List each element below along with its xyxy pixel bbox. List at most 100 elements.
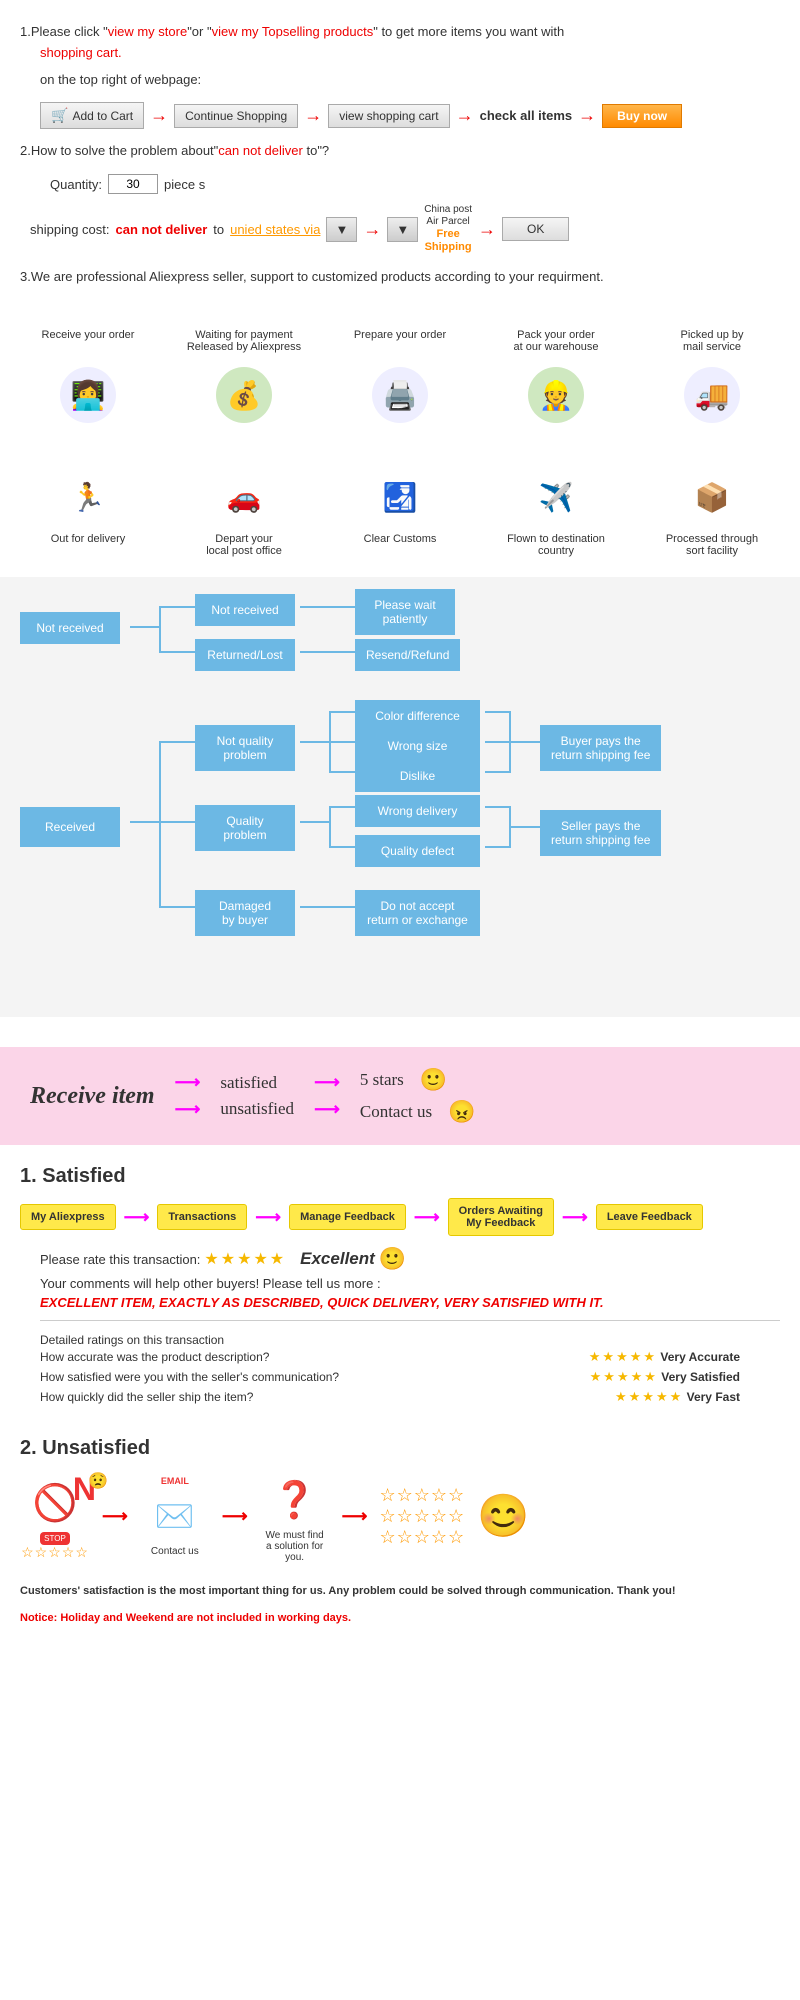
process-step: Picked up by mail service🚚 [647, 329, 777, 431]
arrow-icon: ⟶ [255, 1207, 281, 1228]
dropdown-2[interactable]: ▼ [387, 217, 418, 242]
feedback-step-pill[interactable]: My Aliexpress [20, 1204, 116, 1230]
arrow-icon: ⟶ [314, 1099, 340, 1120]
flow-nr-returned: Returned/Lost [195, 639, 295, 671]
feedback-step-pill[interactable]: Manage Feedback [289, 1204, 406, 1230]
banner-arrows-1: ⟶ ⟶ [175, 1072, 201, 1120]
banner-arrows-2: ⟶ ⟶ [314, 1072, 340, 1120]
footer-notice: Notice: Holiday and Weekend are not incl… [20, 1610, 780, 1627]
rating-stars-icon: ☆☆☆☆☆ [20, 1544, 90, 1561]
flow-nr-nr: Not received [195, 594, 295, 626]
detail-ratings-header: Detailed ratings on this transaction [40, 1333, 780, 1347]
arrow-icon: → [150, 105, 168, 126]
arrow-icon: ⟶ [102, 1506, 128, 1527]
process-step: Prepare your order🖨️ [335, 329, 465, 431]
flow-wrong-del: Wrong delivery [355, 795, 480, 827]
cannot-deliver-text: can not deliver [218, 143, 303, 158]
detail-ratings-list: How accurate was the product description… [40, 1347, 740, 1407]
feedback-step-pill[interactable]: Transactions [157, 1204, 247, 1230]
receive-item-banner: Receive item ⟶ ⟶ satisfied unsatisfied ⟶… [0, 1047, 800, 1145]
arrow-icon: ⟶ [175, 1072, 201, 1093]
intro-mid: "or " [187, 24, 211, 39]
five-star-result: ☆☆☆☆☆ ☆☆☆☆☆ ☆☆☆☆☆ [379, 1485, 465, 1548]
intro-prefix: 1.Please click " [20, 24, 108, 39]
big-smile-icon: 😊 [477, 1492, 529, 1541]
link-view-store[interactable]: view my store [108, 24, 187, 39]
flow-wait: Please wait patiently [355, 589, 455, 635]
pieces-label: piece s [164, 177, 205, 192]
stop-sign-icon: STOP [40, 1532, 70, 1545]
cart-icon: 🛒 [51, 107, 68, 124]
flow-wrong-size: Wrong size [355, 730, 480, 762]
question-mark-icon: ❓ [272, 1479, 317, 1521]
flow-received: Received [20, 807, 120, 847]
receive-item-title: Receive item [30, 1083, 155, 1110]
arrow-icon: ⟶ [562, 1207, 588, 1228]
intro-subtext: on the top right of webpage: [20, 70, 780, 91]
process-step: Receive your order👩‍💻 [23, 329, 153, 431]
professional-seller-text: 3.We are professional Aliexpress seller,… [20, 267, 780, 288]
arrow-icon: ⟶ [342, 1506, 368, 1527]
buy-now-button[interactable]: Buy now [602, 104, 682, 128]
arrow-icon: → [578, 105, 596, 126]
rate-transaction-row: Please rate this transaction: ★★★★★ Exce… [40, 1246, 780, 1272]
intro-text: 1.Please click "view my store"or "view m… [20, 22, 780, 90]
prohibition-icon: 🚫 [33, 1482, 78, 1524]
feedback-step-pill[interactable]: Leave Feedback [596, 1204, 703, 1230]
unsatisfied-flow: 🚫 N😟 STOP ☆☆☆☆☆ ⟶ EMAIL ✉️ Contact us ⟶ … [20, 1470, 780, 1563]
ok-button[interactable]: OK [502, 217, 569, 241]
comments-prompt: Your comments will help other buyers! Pl… [40, 1276, 780, 1291]
arrow-icon: → [456, 105, 474, 126]
arrow-icon: ⟶ [314, 1072, 340, 1093]
happy-face-icon: 🙂 [379, 1246, 406, 1272]
link-topselling[interactable]: view my Topselling products [212, 24, 374, 39]
dropdown-via[interactable]: ▼ [326, 217, 357, 242]
process-step: 🚗Depart your local post office [179, 461, 309, 557]
quantity-row: Quantity: piece s [50, 174, 780, 194]
rating-row: How quickly did the seller ship the item… [40, 1387, 740, 1407]
happy-face-icon: 🙂 [420, 1067, 447, 1093]
satisfied-header: 1. Satisfied [20, 1165, 780, 1188]
order-process-diagram: Receive your order👩‍💻Waiting for payment… [0, 309, 800, 577]
flow-resend: Resend/Refund [355, 639, 460, 671]
feedback-pill-row: My Aliexpress ⟶ Transactions ⟶ Manage Feedba… [20, 1198, 780, 1236]
feedback-step-pill[interactable]: Orders Awaiting My Feedback [448, 1198, 554, 1236]
arrow-icon: → [478, 219, 496, 240]
deliver-problem-text: 2.How to solve the problem about"can not… [20, 141, 780, 162]
satisfied-label: satisfied [220, 1073, 294, 1093]
excellent-label: Excellent [300, 1249, 375, 1269]
angry-face-icon: 😠 [448, 1099, 475, 1125]
arrow-icon: → [304, 105, 322, 126]
shipping-row: shipping cost:can not deliver to unied s… [30, 204, 780, 254]
shopping-cart-link[interactable]: shopping cart. [20, 45, 122, 60]
quantity-input[interactable] [108, 174, 158, 194]
process-step: 🛃Clear Customs [335, 461, 465, 557]
unsatisfied-section: 2. Unsatisfied 🚫 N😟 STOP ☆☆☆☆☆ ⟶ EMAIL ✉… [0, 1417, 800, 1636]
add-to-cart-button[interactable]: 🛒Add to Cart [40, 102, 144, 129]
shipping-cost-label: shipping cost: [30, 222, 110, 237]
arrow-icon: → [363, 219, 381, 240]
flow-buyer-pays: Buyer pays the return shipping fee [540, 725, 661, 771]
flow-not-received: Not received [20, 612, 120, 644]
flow-qual-defect: Quality defect [355, 835, 480, 867]
flow-seller-pays: Seller pays the return shipping fee [540, 810, 661, 856]
view-cart-button[interactable]: view shopping cart [328, 104, 449, 128]
china-post-badge: China post Air Parcel FreeShipping [424, 204, 472, 254]
solution-step: ❓ We must find a solution for you. [260, 1470, 330, 1563]
continue-shopping-button[interactable]: Continue Shopping [174, 104, 298, 128]
five-stars-icon: ★★★★★ [204, 1249, 286, 1269]
button-flow-row: 🛒Add to Cart → Continue Shopping → view … [40, 102, 780, 129]
flow-quality: Quality problem [195, 805, 295, 851]
envelope-icon: ✉️ [140, 1486, 210, 1546]
flow-dislike: Dislike [355, 760, 480, 792]
resolution-flowchart: Not received Not received Returned/Lost … [0, 577, 800, 1017]
arrow-icon: ⟶ [222, 1506, 248, 1527]
arrow-icon: ⟶ [175, 1099, 201, 1120]
process-step: 🏃Out for delivery [23, 461, 153, 557]
no-stop-step: 🚫 N😟 STOP ☆☆☆☆☆ [20, 1473, 90, 1561]
contact-us-label: Contact us [360, 1102, 432, 1122]
unsatisfied-header: 2. Unsatisfied [20, 1437, 780, 1460]
satisfied-section: 1. Satisfied My Aliexpress ⟶ Transactions ⟶… [0, 1145, 800, 1417]
check-items-text: check all items [480, 108, 573, 123]
united-states-link[interactable]: unied states via [230, 222, 320, 237]
